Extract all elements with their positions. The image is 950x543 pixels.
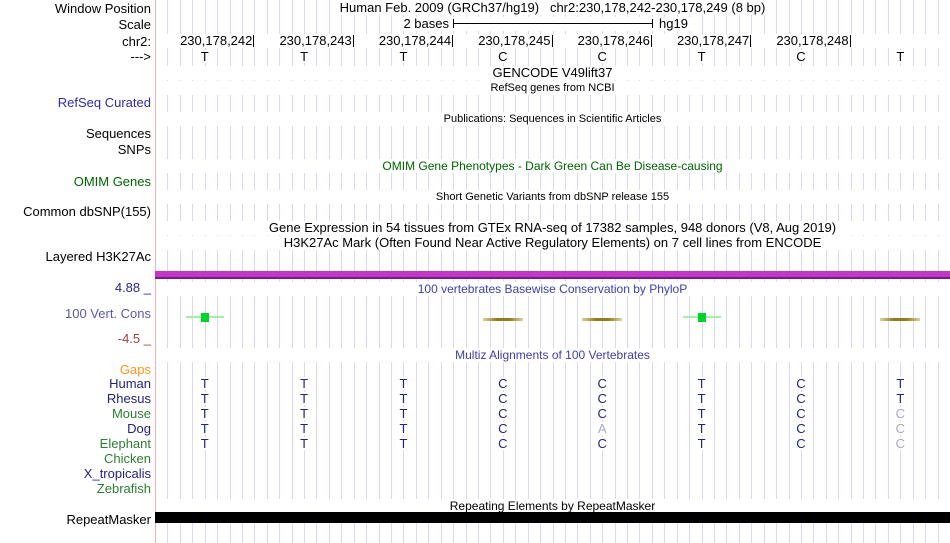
gtex-title-text: Gene Expression in 54 tissues from GTEx … [268,220,837,235]
track-label-repeatmasker[interactable]: RepeatMasker [66,512,151,527]
h3k27ac-title-text: H3K27Ac Mark (Often Found Near Active Re… [283,235,822,250]
ruler-row: 230,178,242 230,178,243 230,178,244 230,178… [155,34,950,48]
track-title-publications[interactable]: Publications: Sequences in Scientific Ar… [155,112,950,126]
ruler-position-label: 230,178,243 [279,33,352,48]
reference-base-letter: T [195,50,214,63]
scale-bracket-line [454,23,652,24]
track-title-omim[interactable]: OMIM Gene Phenotypes - Dark Green Can Be… [155,159,950,173]
track-label-common-dbsnp[interactable]: Common dbSNP(155) [23,204,151,219]
scale-value-label: 2 bases [403,16,449,31]
species-label-mouse[interactable]: Mouse [111,406,151,421]
conservation-scale-max: 4.88 _ [114,280,151,295]
species-label-x_tropicalis[interactable]: X_tropicalis [83,466,151,481]
refseq-title-text: RefSeq genes from NCBI [490,82,615,94]
track-label-layered-h3k27ac[interactable]: Layered H3K27Ac [45,249,151,264]
track-label-snps[interactable]: SNPs [117,142,151,157]
ruler-position-label: 230,178,242 [180,33,253,48]
reference-base-letter: T [295,50,314,63]
ruler-position-label: 230,178,247 [676,33,750,48]
assembly-label: Human Feb. 2009 (GRCh37/hg19) [339,0,540,15]
conservation-scale-min: -4.5 _ [117,331,151,346]
scale-bracket [453,19,653,28]
gencode-title-text: GENCODE V49lift37 [492,65,613,80]
repeatmasker-bar[interactable] [155,512,950,523]
reference-base-letter: T [692,50,711,63]
reference-base-letter: T [394,50,413,63]
species-label-rhesus[interactable]: Rhesus [106,391,151,406]
ruler-tick [352,35,354,47]
position-range-label: chr2:230,178,242-230,178,249 (8 bp) [549,0,766,15]
species-label-human[interactable]: Human [109,376,151,391]
repeatmasker-title-text: Repeating Elements by RepeatMasker [449,499,656,513]
ruler-tick [452,35,454,47]
ruler-position-label: 230,178,244 [378,33,452,48]
track-title-repeatmasker[interactable]: Repeating Elements by RepeatMasker [155,499,950,513]
ruler-tick [253,35,255,47]
alignment-gaps-label[interactable]: Gaps [119,362,151,377]
window-position-row: Human Feb. 2009 (GRCh37/hg19) chr2:230,1… [155,0,950,15]
species-label-elephant[interactable]: Elephant [99,436,151,451]
ruler-tick [551,35,553,47]
ruler-tick [849,35,851,47]
species-label-dog[interactable]: Dog [127,421,151,436]
reference-base-letter: C [493,50,512,63]
track-title-gtex[interactable]: Gene Expression in 54 tissues from GTEx … [155,221,950,235]
track-label-sequences[interactable]: Sequences [85,126,151,141]
side-label-chrom: chr2: [122,34,151,49]
ruler-tick [750,35,752,47]
ruler-tick [650,35,652,47]
multiz-title-text: Multiz Alignments of 100 Vertebrates [455,348,650,362]
reference-base-letter: C [593,50,612,63]
dbsnp-title-text: Short Genetic Variants from dbSNP releas… [435,191,670,203]
scale-row: 2 bases hg19 [155,17,950,31]
track-title-gencode[interactable]: GENCODE V49lift37 [155,66,950,80]
species-label-chicken[interactable]: Chicken [104,451,151,466]
ruler-position-label: 230,178,245 [478,33,551,48]
assembly-tag: hg19 [659,16,688,31]
species-label-zebrafish[interactable]: Zebrafish [96,481,151,496]
publications-title-text: Publications: Sequences in Scientific Ar… [443,113,662,125]
track-title-refseq[interactable]: RefSeq genes from NCBI [155,81,950,95]
strand-arrow: ---> [130,49,151,64]
scale-backdrop [393,17,700,31]
track-label-omim-genes[interactable]: OMIM Genes [73,174,151,189]
reference-base-letter: T [891,50,910,63]
track-title-phylop[interactable]: 100 vertebrates Basewise Conservation by… [155,282,950,296]
ruler-position-label: 230,178,246 [577,33,650,48]
phylop-title-text: 100 vertebrates Basewise Conservation by… [417,282,688,296]
track-label-refseq-curated[interactable]: RefSeq Curated [57,95,151,110]
magenta-track-bar[interactable] [155,271,950,279]
reference-base-letter: C [791,50,810,63]
track-title-h3k27ac[interactable]: H3K27Ac Mark (Often Found Near Active Re… [155,236,950,250]
track-title-dbsnp[interactable]: Short Genetic Variants from dbSNP releas… [155,190,950,204]
ruler-position-label: 230,178,248 [776,33,849,48]
omim-title-text: OMIM Gene Phenotypes - Dark Green Can Be… [382,159,723,173]
side-label-scale: Scale [118,17,151,32]
side-label-window-position: Window Position [54,1,151,16]
track-label-100-vert-cons[interactable]: 100 Vert. Cons [65,306,151,321]
track-title-multiz[interactable]: Multiz Alignments of 100 Vertebrates [155,348,950,362]
